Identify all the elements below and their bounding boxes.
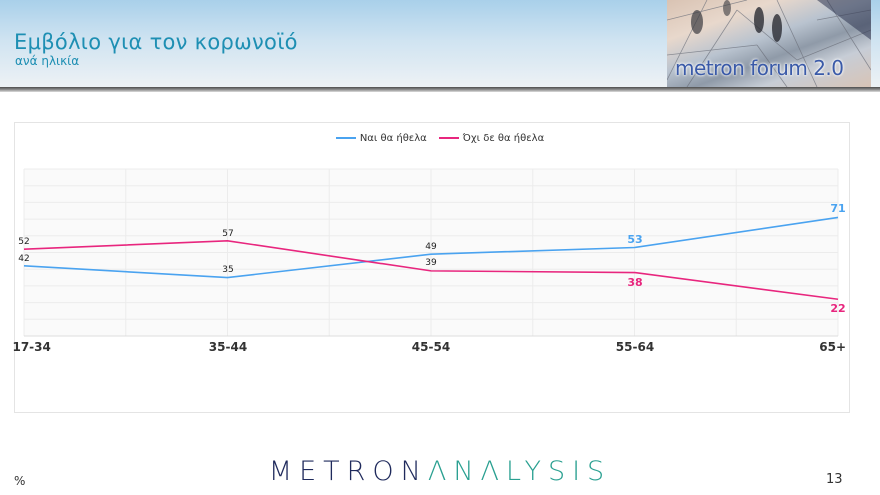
- metron-forum-badge: metron forum 2.0: [667, 0, 871, 87]
- legend-label-no: Όχι δε θα ήθελα: [462, 132, 545, 144]
- x-label-17-34: 17-34: [12, 340, 51, 354]
- data-label-yes-35-44: 35: [222, 265, 234, 275]
- legend-swatch-no: [438, 137, 459, 139]
- geometric-photo-icon: [667, 0, 871, 87]
- data-label-no-35-44: 57: [222, 229, 234, 239]
- data-label-yes-65-plus: 71: [830, 202, 846, 215]
- data-label-yes-17-34: 42: [18, 254, 30, 264]
- data-label-yes-55-64: 53: [627, 233, 643, 246]
- x-label-55-64: 55-64: [615, 340, 655, 354]
- x-label-45-54: 45-54: [411, 340, 451, 354]
- logo-metron: METRON: [268, 456, 428, 487]
- legend-item-yes: Ναι θα ήθελα: [335, 132, 427, 144]
- legend-label-yes: Ναι θα ήθελα: [359, 132, 427, 144]
- legend-swatch-yes: [335, 137, 356, 139]
- series-line-yes: [23, 216, 839, 279]
- data-label-no-45-54: 39: [425, 258, 437, 268]
- data-label-yes-45-54: 49: [425, 242, 437, 252]
- data-label-no-65-plus: 22: [830, 302, 846, 315]
- data-label-no-17-34: 52: [18, 237, 30, 247]
- slide-subtitle: ανά ηλικία: [15, 54, 80, 68]
- metron-analysis-logo: METRONΛNΛLYSIS: [0, 456, 880, 487]
- x-label-65-plus: 65+: [819, 340, 847, 354]
- x-label-35-44: 35-44: [208, 340, 248, 354]
- chart-legend: Ναι θα ήθελα Όχι δε θα ήθελα: [0, 130, 880, 146]
- logo-analysis: ΛNΛLYSIS: [427, 456, 612, 487]
- data-label-no-55-64: 38: [627, 276, 643, 289]
- header-divider: [0, 87, 880, 92]
- series-line-no: [23, 240, 839, 301]
- legend-item-no: Όχι δε θα ήθελα: [438, 132, 545, 144]
- slide-title: Εμβόλιο για τον κορωνοϊό: [14, 30, 298, 54]
- metron-forum-text: metron forum 2.0: [675, 56, 844, 80]
- page-number: 13: [826, 472, 843, 487]
- unit-label: %: [14, 474, 26, 488]
